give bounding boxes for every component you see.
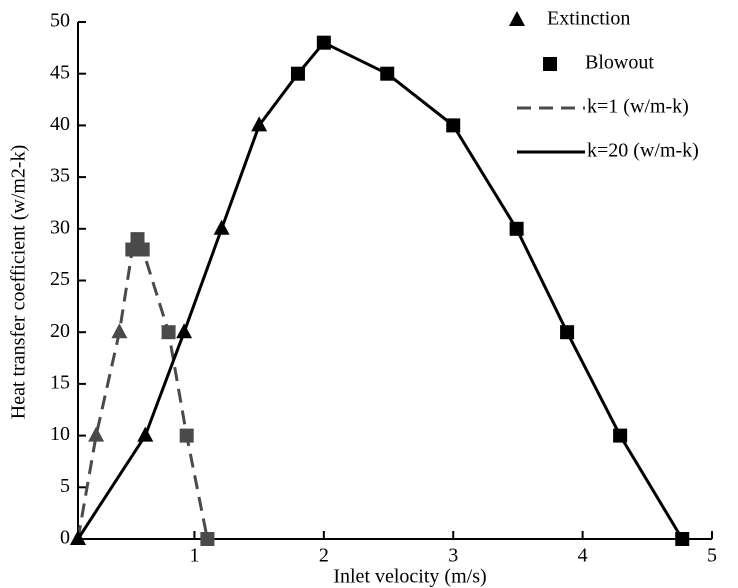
x-tick-label: 3 (448, 545, 458, 567)
data-point (290, 66, 305, 81)
x-tick-label: 4 (578, 545, 588, 567)
y-tick-label: 10 (50, 423, 70, 445)
x-tick-label: 2 (319, 545, 329, 567)
y-tick-label: 5 (60, 475, 70, 497)
data-point (88, 426, 105, 442)
data-point (446, 118, 461, 133)
y-tick-label: 0 (60, 527, 70, 549)
y-tick-label: 25 (50, 268, 70, 290)
data-point (316, 35, 331, 50)
legend-label: k=1 (w/m-k) (587, 96, 689, 118)
data-point (176, 323, 193, 339)
y-tick-label: 20 (50, 320, 70, 342)
data-point (135, 242, 150, 257)
data-point (137, 426, 154, 442)
data-point (70, 530, 86, 545)
legend-marker (543, 57, 557, 71)
legend-marker (509, 11, 525, 26)
y-tick-label: 50 (50, 10, 70, 32)
data-point (251, 116, 268, 132)
y-tick-label: 30 (50, 216, 70, 238)
data-point (213, 219, 230, 235)
y-tick-label: 15 (50, 371, 70, 393)
x-tick-label: 5 (707, 545, 717, 567)
y-tick-label: 35 (50, 165, 70, 187)
legend-label: Extinction (547, 8, 630, 30)
data-point (380, 66, 395, 81)
x-axis-label: Inlet velocity (m/s) (333, 566, 486, 588)
data-point (675, 532, 690, 546)
legend-label: k=20 (w/m-k) (587, 140, 699, 162)
y-tick-label: 40 (50, 113, 70, 135)
y-tick-label: 45 (50, 61, 70, 83)
data-point (161, 325, 176, 340)
series-line (76, 235, 209, 540)
data-point (613, 428, 628, 443)
data-point (111, 323, 128, 339)
data-point (560, 325, 575, 340)
legend-label: Blowout (585, 52, 654, 74)
x-tick-label: 1 (189, 545, 199, 567)
data-point (200, 532, 215, 546)
y-axis-label: Heat transfer coefficient (w/m2-k) (8, 145, 30, 420)
data-point (179, 428, 194, 443)
data-point (509, 221, 524, 236)
